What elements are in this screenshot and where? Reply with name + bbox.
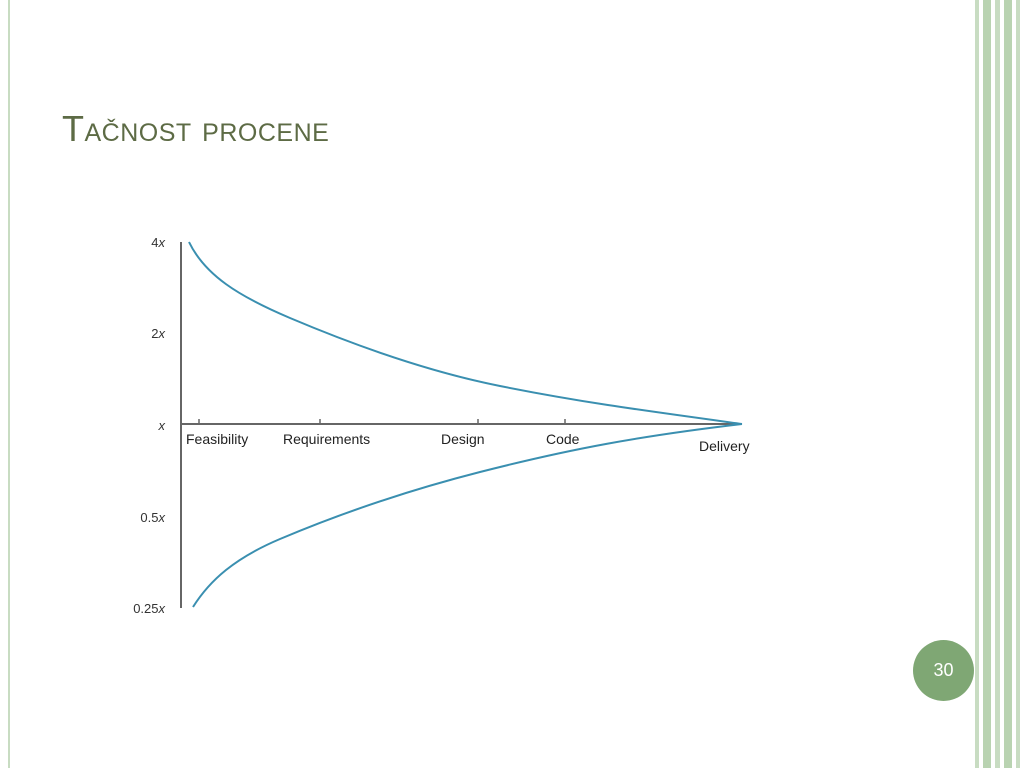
decor-stripe-5 <box>1016 0 1020 768</box>
y-label-0-25x: 0.25x <box>133 601 165 616</box>
decor-stripe-1 <box>975 0 979 768</box>
lower-estimate-curve <box>192 423 743 608</box>
phase-label-feasibility: Feasibility <box>186 431 248 447</box>
decor-stripe-2 <box>983 0 991 768</box>
decor-stripe-4 <box>1004 0 1012 768</box>
phase-label-delivery: Delivery <box>699 438 750 454</box>
upper-estimate-curve <box>188 241 743 425</box>
phase-label-requirements: Requirements <box>283 431 370 447</box>
phase-label-code: Code <box>546 431 580 447</box>
y-label-2x: 2x <box>151 326 165 341</box>
slide-title: Tačnost procene <box>62 108 330 149</box>
page-number-badge: 30 <box>913 640 974 701</box>
y-label-x: x <box>158 418 166 433</box>
decor-left-line <box>8 0 10 768</box>
y-label-0-5x: 0.5x <box>140 510 165 525</box>
phase-label-design: Design <box>441 431 485 447</box>
y-label-4x: 4x <box>151 235 165 250</box>
decor-stripe-3 <box>995 0 1000 768</box>
